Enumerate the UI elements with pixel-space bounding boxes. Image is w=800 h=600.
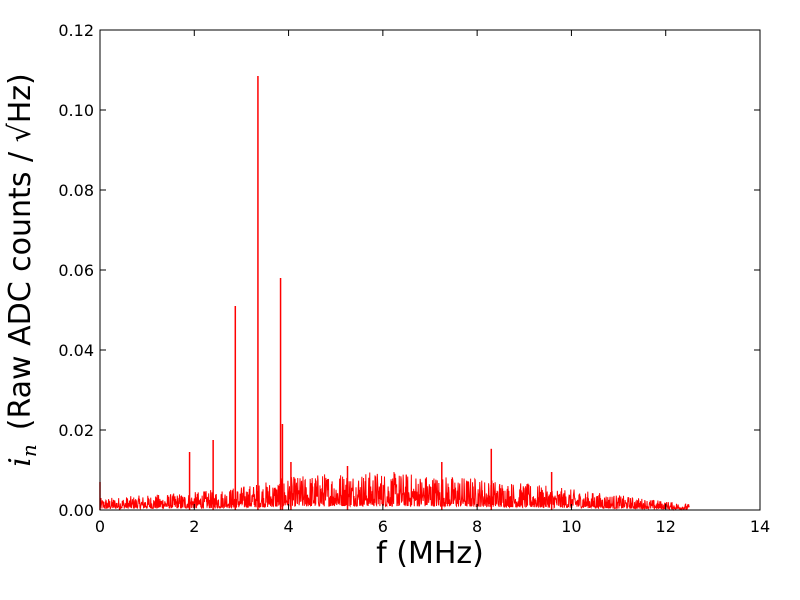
noise-floor-line (99, 471, 690, 512)
x-tick-label: 14 (750, 517, 770, 536)
plot-frame (99, 29, 761, 511)
y-tick-label: 0.00 (58, 501, 94, 520)
x-tick-label: 10 (561, 517, 581, 536)
x-tick-label: 2 (189, 517, 199, 536)
svg-text:in(Raw ADC counts / √Hz): in (Raw ADC counts / √Hz) (3, 73, 41, 467)
y-tick-label: 0.10 (58, 101, 94, 120)
y-tick-label: 0.04 (58, 341, 94, 360)
x-tick-label: 6 (378, 517, 388, 536)
plot-background (100, 30, 760, 510)
x-axis-title: f (MHz) (376, 536, 484, 571)
y-tick-label: 0.06 (58, 261, 94, 280)
tick-layer: 0 2 4 6 8 10 12 14 0.00 0.02 0.04 0.06 0.08 0.10 0.12 (58, 21, 770, 536)
y-axis-symbol-subscript: n (17, 444, 41, 457)
x-tick-label: 0 (95, 517, 105, 536)
y-tick-label: 0.02 (58, 421, 94, 440)
x-tick-label: 12 (656, 517, 676, 536)
x-tick-label: 4 (283, 517, 293, 536)
y-axis-symbol: i (3, 457, 38, 467)
y-tick-label: 0.08 (58, 181, 94, 200)
y-tick-label: 0.12 (58, 21, 94, 40)
y-axis-units: (Raw ADC counts / √Hz) (3, 73, 38, 430)
x-tick-label: 8 (472, 517, 482, 536)
series-layer (99, 76, 690, 512)
y-axis-title: in (Raw ADC counts / √Hz) (3, 73, 41, 467)
